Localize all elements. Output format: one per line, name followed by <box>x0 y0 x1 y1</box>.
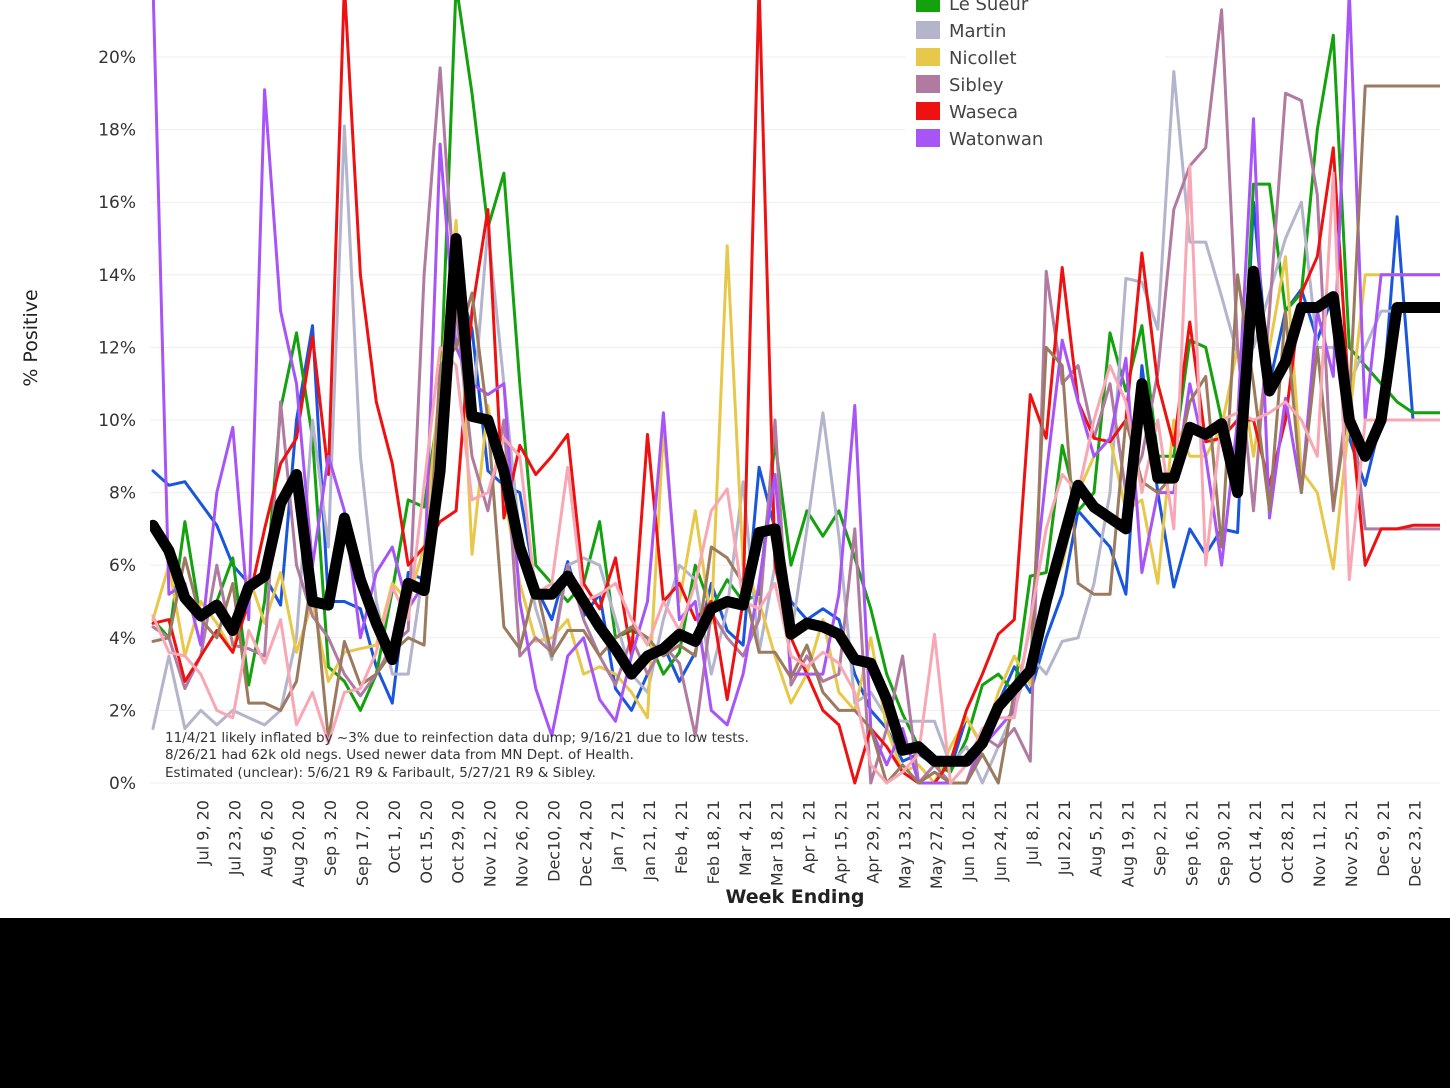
series-line-martin <box>151 70 1440 785</box>
legend-swatch <box>916 75 940 93</box>
x-tick-label: Nov 25, 21 <box>1342 800 1361 887</box>
legend: Le Sueur Martin Nicollet Sibley Waseca Watonw… <box>905 0 1165 152</box>
y-axis-label: % Positive <box>20 289 42 386</box>
x-tick-label: Aug 6, 20 <box>257 800 276 877</box>
legend-swatch <box>916 21 940 39</box>
x-tick-label: May 13, 21 <box>895 800 914 889</box>
x-tick-label: Sep 30, 21 <box>1214 800 1233 886</box>
legend-background <box>905 0 1165 152</box>
legend-label: Sibley <box>949 75 1004 96</box>
x-tick-label: Oct 14, 21 <box>1246 800 1265 884</box>
x-tick-label: Oct 28, 21 <box>1278 800 1297 884</box>
legend-swatch <box>916 102 940 120</box>
x-tick-label: Oct 1, 20 <box>385 800 404 873</box>
y-tick-label: 14% <box>98 266 136 286</box>
annotation-line-2: 8/26/21 had 62k old negs. Used newer dat… <box>165 747 634 763</box>
annotation-line-3: Estimated (unclear): 5/6/21 R9 & Faribau… <box>165 765 596 781</box>
y-tick-label: 0% <box>109 774 136 794</box>
x-tick-label: Dec 9, 21 <box>1374 800 1393 877</box>
series-lines <box>150 0 1440 785</box>
x-tick-label: Jun 24, 21 <box>991 800 1010 882</box>
x-tick-label: Jan 21, 21 <box>640 800 659 882</box>
x-axis-ticks: Jul 9, 20 Jul 23, 20 Aug 6, 20 Aug 20, 20 Se… <box>193 800 1424 889</box>
series-line-sibley <box>151 8 1440 785</box>
annotation-block: 11/4/21 likely inflated by ~3% due to re… <box>165 730 749 781</box>
x-tick-label: Oct 15, 20 <box>417 800 436 884</box>
x-tick-label: Oct 29, 20 <box>449 800 468 884</box>
x-tick-label: Nov 11, 21 <box>1310 800 1329 887</box>
x-tick-label: Sep 17, 20 <box>353 800 372 886</box>
legend-swatch <box>916 0 940 12</box>
x-tick-label: Aug 19, 21 <box>1119 800 1138 887</box>
x-tick-label: Apr 1, 21 <box>800 800 819 873</box>
series-line-faribault <box>151 164 1440 785</box>
y-tick-label: 10% <box>98 411 136 431</box>
series-line-waseca <box>151 0 1440 785</box>
series-line-blue-earth <box>151 200 1440 770</box>
x-tick-label: Dec 24, 20 <box>576 800 595 887</box>
plot-area: 0%2%4%6%8%10%12%14%16%18%20%22% Jul 9, 2… <box>0 0 1450 918</box>
x-tick-label: Feb 18, 21 <box>704 800 723 884</box>
y-tick-label: 4% <box>109 629 136 649</box>
x-tick-label: Sep 3, 20 <box>321 800 340 876</box>
x-tick-label: Mar 4, 21 <box>736 800 755 876</box>
series-line-watonwan <box>151 0 1440 785</box>
x-tick-label: Sep 2, 21 <box>1150 800 1169 876</box>
x-tick-label: Apr 15, 21 <box>831 800 850 884</box>
x-tick-label: Jul 22, 21 <box>1055 800 1074 876</box>
x-tick-label: Sep 16, 21 <box>1182 800 1201 886</box>
x-tick-label: Apr 29, 21 <box>863 800 882 884</box>
x-tick-label: Aug 5, 21 <box>1087 800 1106 877</box>
x-tick-label: Jun 10, 21 <box>959 800 978 882</box>
x-tick-label: May 27, 21 <box>927 800 946 889</box>
legend-label: Nicollet <box>949 48 1017 69</box>
line-chart: 0%2%4%6%8%10%12%14%16%18%20%22% Jul 9, 2… <box>20 0 1440 908</box>
x-tick-label: Feb 4, 21 <box>672 800 691 874</box>
y-tick-label: 12% <box>98 338 136 358</box>
x-tick-label: Dec 23, 21 <box>1406 800 1425 887</box>
legend-swatch <box>916 129 940 147</box>
x-tick-label: Jan 7, 21 <box>608 800 627 871</box>
legend-label: Le Sueur <box>949 0 1029 15</box>
x-axis-label: Week Ending <box>725 886 864 908</box>
legend-label: Watonwan <box>949 129 1043 150</box>
x-tick-label: Nov 26, 20 <box>512 800 531 887</box>
x-tick-label: Jul 9, 20 <box>193 800 212 866</box>
gridlines <box>150 56 1440 784</box>
y-tick-label: 20% <box>98 48 136 68</box>
y-tick-label: 2% <box>109 701 136 721</box>
y-axis-ticks: 0%2%4%6%8%10%12%14%16%18%20%22% <box>98 48 136 794</box>
annotation-line-1: 11/4/21 likely inflated by ~3% due to re… <box>165 730 749 746</box>
x-tick-label: Nov 12, 20 <box>481 800 500 887</box>
x-tick-label: Jul 23, 20 <box>225 800 244 876</box>
x-tick-label: Mar 18, 21 <box>768 800 787 886</box>
legend-label: Waseca <box>949 102 1018 123</box>
legend-label: Martin <box>949 21 1006 42</box>
y-tick-label: 6% <box>109 556 136 576</box>
legend-swatch <box>916 48 940 66</box>
y-tick-label: 16% <box>98 193 136 213</box>
x-tick-label: Dec10, 20 <box>544 800 563 882</box>
x-tick-label: Aug 20, 20 <box>289 800 308 887</box>
y-tick-label: 18% <box>98 121 136 141</box>
y-tick-label: 8% <box>109 484 136 504</box>
series-line-region <box>150 233 1440 767</box>
x-tick-label: Jul 8, 21 <box>1023 800 1042 866</box>
